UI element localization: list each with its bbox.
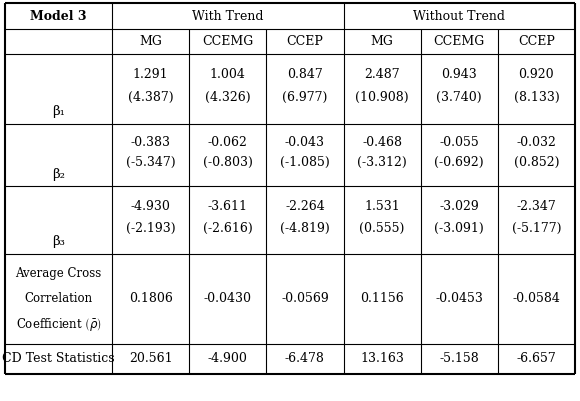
Text: Model 3: Model 3 — [30, 10, 87, 22]
Text: -6.478: -6.478 — [285, 352, 325, 365]
Text: (4.387): (4.387) — [128, 91, 173, 104]
Text: β₂: β₂ — [52, 168, 65, 181]
Text: -2.347: -2.347 — [517, 200, 556, 213]
Text: β₁: β₁ — [52, 105, 65, 118]
Text: (8.133): (8.133) — [513, 91, 559, 104]
Text: 0.847: 0.847 — [287, 69, 323, 81]
Text: -5.158: -5.158 — [440, 352, 479, 365]
Text: Without Trend: Without Trend — [414, 10, 505, 22]
Text: (10.908): (10.908) — [356, 91, 409, 104]
Text: -0.0430: -0.0430 — [204, 292, 252, 306]
Text: -0.0453: -0.0453 — [436, 292, 483, 306]
Text: (-0.692): (-0.692) — [434, 156, 484, 169]
Text: (-3.312): (-3.312) — [357, 156, 407, 169]
Text: (-0.803): (-0.803) — [203, 156, 253, 169]
Text: (4.326): (4.326) — [205, 91, 251, 104]
Text: -6.657: -6.657 — [517, 352, 556, 365]
Text: -0.055: -0.055 — [440, 136, 479, 149]
Text: (-1.085): (-1.085) — [280, 156, 330, 169]
Text: 1.004: 1.004 — [210, 69, 246, 81]
Text: MG: MG — [371, 35, 393, 48]
Text: 2.487: 2.487 — [364, 69, 400, 81]
Text: Correlation: Correlation — [24, 292, 93, 306]
Text: CCEP: CCEP — [518, 35, 555, 48]
Text: 0.943: 0.943 — [441, 69, 477, 81]
Text: (-3.091): (-3.091) — [434, 222, 484, 235]
Text: 20.561: 20.561 — [129, 352, 172, 365]
Text: 13.163: 13.163 — [360, 352, 404, 365]
Text: Average Cross: Average Cross — [16, 267, 101, 280]
Text: -0.468: -0.468 — [362, 136, 402, 149]
Text: CD Test Statistics: CD Test Statistics — [2, 352, 115, 365]
Text: 0.1156: 0.1156 — [360, 292, 404, 306]
Text: -0.0569: -0.0569 — [281, 292, 329, 306]
Text: Coefficient $\left(\bar{\rho}\right)$: Coefficient $\left(\bar{\rho}\right)$ — [16, 316, 101, 333]
Text: -0.383: -0.383 — [130, 136, 171, 149]
Text: 1.291: 1.291 — [133, 69, 168, 81]
Text: (0.555): (0.555) — [360, 222, 405, 235]
Text: (3.740): (3.740) — [436, 91, 482, 104]
Text: -3.029: -3.029 — [440, 200, 479, 213]
Text: (-5.347): (-5.347) — [126, 156, 175, 169]
Text: (-5.177): (-5.177) — [512, 222, 561, 235]
Text: (-2.193): (-2.193) — [126, 222, 175, 235]
Text: With Trend: With Trend — [192, 10, 263, 22]
Text: -0.0584: -0.0584 — [513, 292, 560, 306]
Text: 1.531: 1.531 — [364, 200, 400, 213]
Text: 0.1806: 0.1806 — [129, 292, 172, 306]
Text: β₃: β₃ — [52, 235, 65, 248]
Text: -4.900: -4.900 — [208, 352, 248, 365]
Text: -4.930: -4.930 — [130, 200, 171, 213]
Text: CCEMG: CCEMG — [434, 35, 485, 48]
Text: -2.264: -2.264 — [285, 200, 325, 213]
Text: (0.852): (0.852) — [514, 156, 559, 169]
Text: (-4.819): (-4.819) — [280, 222, 330, 235]
Text: MG: MG — [139, 35, 162, 48]
Text: -3.611: -3.611 — [208, 200, 248, 213]
Text: (-2.616): (-2.616) — [203, 222, 253, 235]
Text: 0.920: 0.920 — [519, 69, 554, 81]
Text: CCEMG: CCEMG — [202, 35, 253, 48]
Text: -0.062: -0.062 — [208, 136, 248, 149]
Text: CCEP: CCEP — [287, 35, 324, 48]
Text: -0.032: -0.032 — [516, 136, 556, 149]
Text: -0.043: -0.043 — [285, 136, 325, 149]
Text: (6.977): (6.977) — [282, 91, 328, 104]
